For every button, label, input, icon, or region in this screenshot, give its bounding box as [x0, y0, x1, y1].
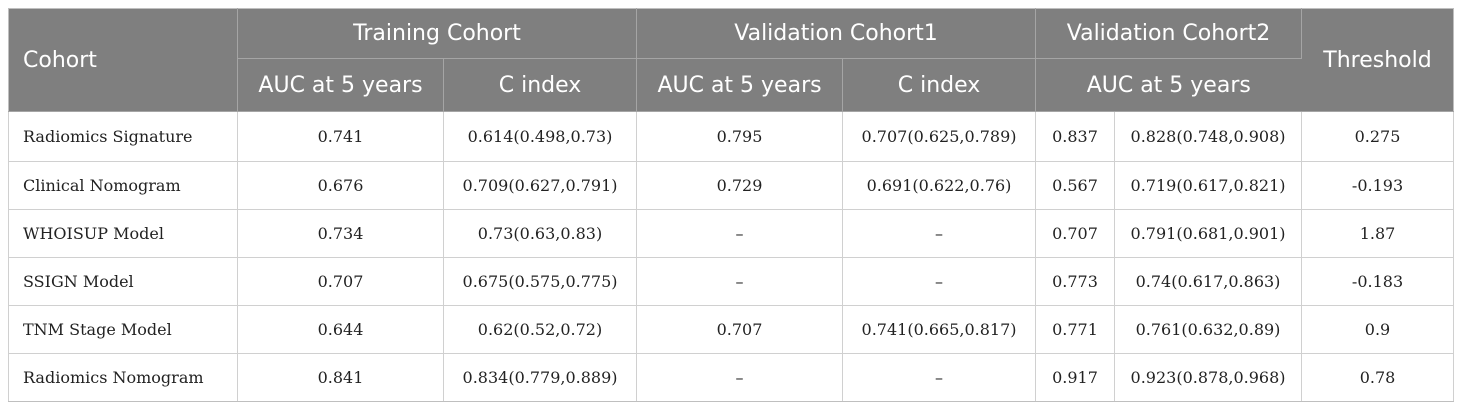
cell-validation1-auc: 0.729: [636, 161, 844, 210]
header-cohort: Cohort: [8, 8, 238, 112]
header-row-sub: AUC at 5 years C index AUC at 5 years C …: [9, 58, 1454, 112]
cell-validation1-cindex: –: [842, 209, 1037, 258]
cell-validation2-value-b: 0.719(0.617,0.821): [1114, 161, 1303, 210]
table-row: Radiomics Nomogram 0.841 0.834(0.779,0.8…: [8, 353, 1455, 402]
header-training-cohort: Training Cohort: [237, 8, 638, 59]
cell-training-auc: 0.644: [237, 305, 444, 354]
header-validation2-auc: AUC at 5 years: [1035, 58, 1302, 112]
header-training-auc: AUC at 5 years: [237, 58, 444, 112]
cell-validation1-auc: –: [636, 257, 844, 306]
table-row: TNM Stage Model 0.644 0.62(0.52,0.72) 0.…: [8, 305, 1455, 354]
cell-validation2-value-b: 0.923(0.878,0.968): [1114, 353, 1303, 402]
header-validation1-cindex: C index: [842, 58, 1037, 112]
cell-threshold: 1.87: [1301, 209, 1455, 258]
cell-training-cindex: 0.675(0.575,0.775): [443, 257, 638, 306]
table-row: Radiomics Signature 0.741 0.614(0.498,0.…: [8, 111, 1455, 162]
cell-threshold: -0.193: [1301, 161, 1455, 210]
cell-threshold: 0.275: [1301, 111, 1455, 162]
cell-training-cindex: 0.73(0.63,0.83): [443, 209, 638, 258]
cell-training-auc: 0.707: [237, 257, 444, 306]
table-header: Cohort Training Cohort Validation Cohort…: [8, 8, 1454, 112]
cell-validation1-cindex: 0.741(0.665,0.817): [842, 305, 1037, 354]
header-threshold: Threshold: [1301, 8, 1454, 112]
cell-validation2-value-a: 0.837: [1035, 111, 1116, 162]
header-training-cindex: C index: [443, 58, 638, 112]
cell-threshold: 0.78: [1301, 353, 1455, 402]
cell-validation1-auc: 0.707: [636, 305, 844, 354]
row-cohort-label: WHOISUP Model: [8, 209, 238, 258]
cell-validation1-cindex: 0.707(0.625,0.789): [842, 111, 1037, 162]
results-table: Cohort Training Cohort Validation Cohort…: [8, 8, 1455, 402]
table-body: Radiomics Signature 0.741 0.614(0.498,0.…: [8, 111, 1455, 402]
header-row-groups: Cohort Training Cohort Validation Cohort…: [8, 8, 1454, 112]
cell-validation2-value-a: 0.567: [1035, 161, 1116, 210]
cell-training-cindex: 0.709(0.627,0.791): [443, 161, 638, 210]
cell-validation1-auc: –: [636, 353, 844, 402]
cell-validation1-cindex: 0.691(0.622,0.76): [842, 161, 1037, 210]
cell-training-cindex: 0.614(0.498,0.73): [443, 111, 638, 162]
table-row: WHOISUP Model 0.734 0.73(0.63,0.83) – – …: [8, 209, 1455, 258]
header-validation-cohort2: Validation Cohort2: [1035, 8, 1303, 59]
cell-validation2-value-b: 0.74(0.617,0.863): [1114, 257, 1303, 306]
cell-validation2-value-a: 0.917: [1035, 353, 1116, 402]
header-validation-cohort1: Validation Cohort1: [636, 8, 1037, 59]
table-row: SSIGN Model 0.707 0.675(0.575,0.775) – –…: [8, 257, 1455, 306]
cell-training-cindex: 0.834(0.779,0.889): [443, 353, 638, 402]
row-cohort-label: Clinical Nomogram: [8, 161, 238, 210]
cell-validation1-cindex: –: [842, 257, 1037, 306]
table-row: Clinical Nomogram 0.676 0.709(0.627,0.79…: [8, 161, 1455, 210]
cell-validation2-value-b: 0.761(0.632,0.89): [1114, 305, 1303, 354]
cell-validation1-cindex: –: [842, 353, 1037, 402]
row-cohort-label: Radiomics Nomogram: [8, 353, 238, 402]
cell-validation1-auc: –: [636, 209, 844, 258]
cell-training-auc: 0.676: [237, 161, 444, 210]
cell-training-auc: 0.841: [237, 353, 444, 402]
cell-validation1-auc: 0.795: [636, 111, 844, 162]
header-validation1-auc: AUC at 5 years: [636, 58, 844, 112]
cell-validation2-value-a: 0.707: [1035, 209, 1116, 258]
row-cohort-label: SSIGN Model: [8, 257, 238, 306]
cell-validation2-value-b: 0.828(0.748,0.908): [1114, 111, 1303, 162]
row-cohort-label: Radiomics Signature: [8, 111, 238, 162]
cell-validation2-value-a: 0.773: [1035, 257, 1116, 306]
cell-training-cindex: 0.62(0.52,0.72): [443, 305, 638, 354]
results-table-container: Cohort Training Cohort Validation Cohort…: [8, 8, 1455, 402]
row-cohort-label: TNM Stage Model: [8, 305, 238, 354]
cell-threshold: 0.9: [1301, 305, 1455, 354]
cell-training-auc: 0.741: [237, 111, 444, 162]
cell-validation2-value-a: 0.771: [1035, 305, 1116, 354]
cell-training-auc: 0.734: [237, 209, 444, 258]
cell-validation2-value-b: 0.791(0.681,0.901): [1114, 209, 1303, 258]
cell-threshold: -0.183: [1301, 257, 1455, 306]
